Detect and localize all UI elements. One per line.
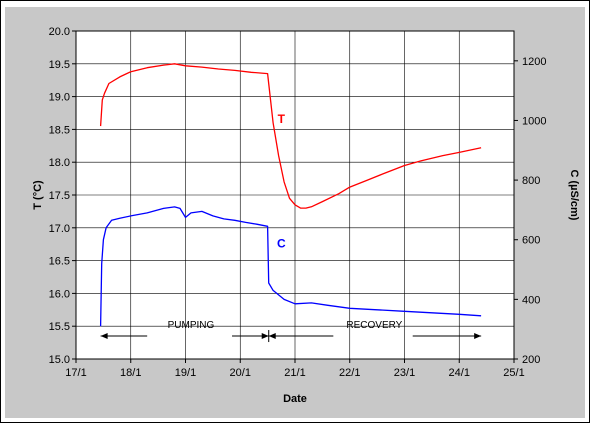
recovery-arrowhead-right (474, 333, 482, 340)
y-left-tick-label: 18.5 (49, 124, 70, 136)
y-right-tick-label: 600 (522, 235, 540, 247)
y-right-tick-label: 200 (522, 354, 540, 366)
x-tick-label: 20/1 (230, 367, 251, 379)
recovery-label: RECOVERY (346, 320, 402, 331)
y-left-tick-label: 20.0 (49, 26, 70, 38)
x-tick-label: 25/1 (503, 367, 524, 379)
y-left-tick-label: 15.0 (49, 354, 70, 366)
y-left-tick-label: 19.5 (49, 59, 70, 71)
y-left-tick-label: 17.5 (49, 190, 70, 202)
y-left-tick-label: 18.0 (49, 157, 70, 169)
y-left-axis-label: T (°C) (32, 180, 44, 210)
y-left-tick-label: 16.5 (49, 256, 70, 268)
x-tick-label: 18/1 (120, 367, 141, 379)
series-line-c (99, 206, 482, 327)
y-right-tick-label: 1200 (522, 56, 546, 68)
series-line-t (99, 63, 482, 209)
y-right-axis-label: C (µS/cm) (568, 170, 580, 221)
y-right-tick-label: 1000 (522, 115, 546, 127)
recovery-arrowhead-left (268, 333, 276, 340)
x-tick-label: 23/1 (394, 367, 415, 379)
x-tick-label: 21/1 (284, 367, 305, 379)
y-left-tick-label: 19.0 (49, 92, 70, 104)
x-tick-label: 17/1 (65, 367, 86, 379)
y-left-tick-label: 15.5 (49, 321, 70, 333)
y-left-tick-label: 17.0 (49, 223, 70, 235)
y-right-tick-label: 800 (522, 175, 540, 187)
series-label-c: C (277, 236, 286, 250)
x-axis-label: Date (283, 393, 307, 405)
x-tick-label: 22/1 (339, 367, 360, 379)
x-tick-label: 19/1 (175, 367, 196, 379)
plot-border (75, 30, 515, 360)
series-label-t: T (278, 112, 286, 126)
y-right-tick-label: 400 (522, 294, 540, 306)
x-tick-label: 24/1 (449, 367, 470, 379)
pumping-arrowhead-right (261, 333, 269, 340)
pumping-arrowhead-left (100, 333, 108, 340)
pumping-label: PUMPING (168, 320, 215, 331)
y-left-tick-label: 16.0 (49, 288, 70, 300)
